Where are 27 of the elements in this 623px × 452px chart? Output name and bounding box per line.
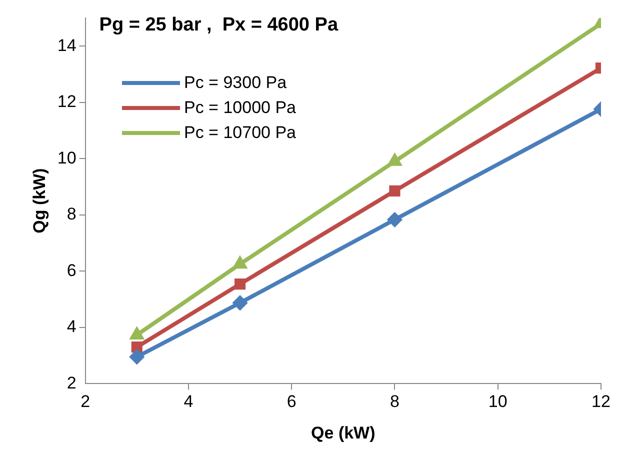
point — [388, 154, 402, 166]
point — [234, 278, 246, 290]
x-axis-title: Qe (kW) — [311, 423, 376, 442]
point — [130, 328, 144, 340]
point — [233, 296, 248, 310]
legend-label: Pc = 10000 Pa — [184, 98, 296, 118]
x-tick-label: 4 — [184, 392, 194, 411]
point — [131, 342, 142, 353]
x-tick-label: 2 — [80, 392, 90, 411]
y-tick-label: 4 — [66, 317, 76, 336]
y-tick-label: 2 — [66, 373, 76, 392]
legend-label: Pc = 9300 Pa — [184, 72, 287, 92]
chart-title: Pg = 25 bar , Px = 4600 Pa — [99, 14, 338, 36]
x-tick-label: 12 — [592, 392, 610, 411]
point — [130, 350, 144, 364]
y-tick-label: 6 — [66, 260, 76, 280]
x-tick-label: 8 — [390, 392, 400, 411]
y-tick-label: 12 — [57, 92, 76, 112]
x-tick-label: 6 — [286, 392, 296, 411]
legend-label: Pc = 10700 Pa — [184, 122, 296, 142]
point — [389, 185, 400, 196]
y-axis-title: Qg (kW) — [30, 168, 49, 234]
y-tick-label: 10 — [57, 148, 76, 168]
y-tick-label: 8 — [66, 204, 76, 224]
y-tick-label: 14 — [57, 36, 76, 55]
x-tick-label: 10 — [488, 392, 508, 411]
point — [388, 212, 402, 227]
